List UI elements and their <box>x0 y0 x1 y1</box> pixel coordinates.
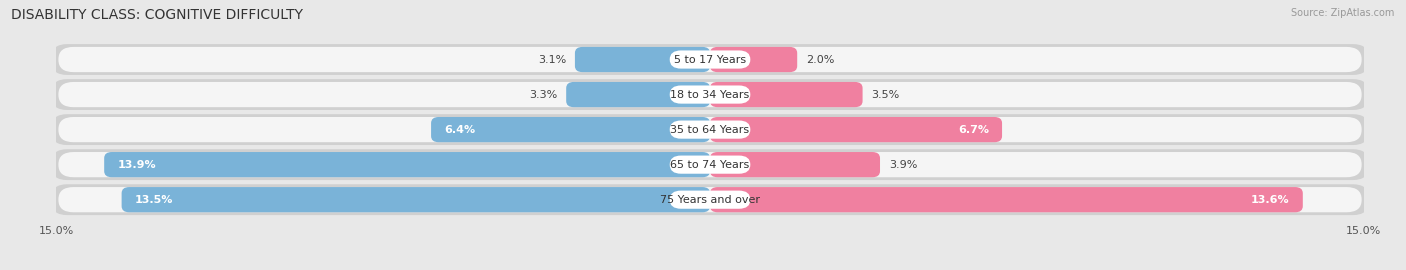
Text: 2.0%: 2.0% <box>806 55 834 65</box>
FancyBboxPatch shape <box>52 79 1368 110</box>
FancyBboxPatch shape <box>710 82 862 107</box>
Text: DISABILITY CLASS: COGNITIVE DIFFICULTY: DISABILITY CLASS: COGNITIVE DIFFICULTY <box>11 8 304 22</box>
FancyBboxPatch shape <box>567 82 710 107</box>
FancyBboxPatch shape <box>669 50 751 69</box>
FancyBboxPatch shape <box>575 47 710 72</box>
Text: Source: ZipAtlas.com: Source: ZipAtlas.com <box>1291 8 1395 18</box>
FancyBboxPatch shape <box>710 47 797 72</box>
Text: 3.5%: 3.5% <box>872 90 900 100</box>
FancyBboxPatch shape <box>59 47 1361 72</box>
Text: 75 Years and over: 75 Years and over <box>659 195 761 205</box>
FancyBboxPatch shape <box>669 156 751 174</box>
FancyBboxPatch shape <box>669 191 751 209</box>
Text: 35 to 64 Years: 35 to 64 Years <box>671 124 749 135</box>
Text: 3.1%: 3.1% <box>538 55 567 65</box>
Text: 3.9%: 3.9% <box>889 160 917 170</box>
FancyBboxPatch shape <box>710 117 1002 142</box>
FancyBboxPatch shape <box>669 120 751 139</box>
Text: 13.9%: 13.9% <box>117 160 156 170</box>
FancyBboxPatch shape <box>52 114 1368 145</box>
Text: 6.4%: 6.4% <box>444 124 475 135</box>
Text: 3.3%: 3.3% <box>529 90 558 100</box>
FancyBboxPatch shape <box>710 152 880 177</box>
FancyBboxPatch shape <box>122 187 710 212</box>
Text: 5 to 17 Years: 5 to 17 Years <box>673 55 747 65</box>
FancyBboxPatch shape <box>59 82 1361 107</box>
FancyBboxPatch shape <box>52 149 1368 180</box>
FancyBboxPatch shape <box>59 117 1361 142</box>
FancyBboxPatch shape <box>669 86 751 104</box>
FancyBboxPatch shape <box>104 152 710 177</box>
Text: 65 to 74 Years: 65 to 74 Years <box>671 160 749 170</box>
FancyBboxPatch shape <box>432 117 710 142</box>
Text: 6.7%: 6.7% <box>957 124 988 135</box>
FancyBboxPatch shape <box>710 187 1303 212</box>
FancyBboxPatch shape <box>59 187 1361 212</box>
FancyBboxPatch shape <box>59 152 1361 177</box>
FancyBboxPatch shape <box>52 44 1368 75</box>
Text: 13.5%: 13.5% <box>135 195 173 205</box>
Text: 13.6%: 13.6% <box>1251 195 1289 205</box>
FancyBboxPatch shape <box>52 184 1368 215</box>
Text: 18 to 34 Years: 18 to 34 Years <box>671 90 749 100</box>
